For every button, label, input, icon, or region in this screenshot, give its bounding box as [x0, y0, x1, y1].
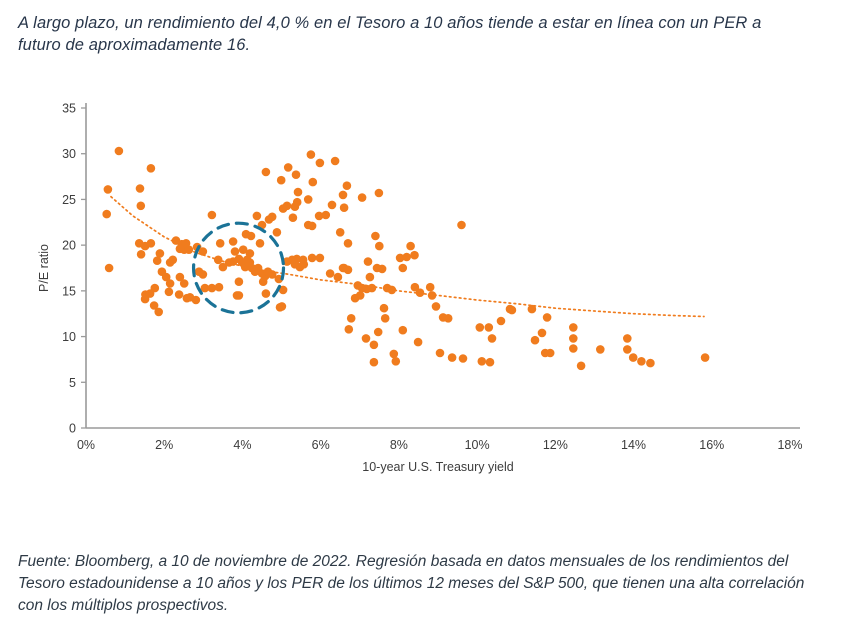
svg-text:14%: 14% [621, 438, 646, 452]
x-axis-tick-labels: 0% 2% 4% 6% 8% 10% 12% 14% 16% 18% [77, 438, 803, 452]
scatter-chart: 0% 2% 4% 6% 8% 10% 12% 14% 16% 18% 0 5 10 15 20 25 30 35… [0, 95, 841, 485]
svg-text:4%: 4% [233, 438, 251, 452]
svg-text:20: 20 [62, 239, 76, 253]
axes [81, 103, 800, 429]
y-axis-tick-labels: 0 5 10 15 20 25 30 35 [62, 102, 76, 436]
x-axis-label: 10-year U.S. Treasury yield [362, 460, 513, 474]
svg-text:2%: 2% [155, 438, 173, 452]
svg-text:12%: 12% [543, 438, 568, 452]
y-axis-label: P/E ratio [37, 244, 51, 292]
svg-text:10%: 10% [465, 438, 490, 452]
chart-canvas: 0% 2% 4% 6% 8% 10% 12% 14% 16% 18% 0 5 10 15 20 25 30 35… [37, 102, 803, 475]
svg-text:18%: 18% [777, 438, 802, 452]
scatter-points [102, 146, 710, 371]
source-footnote: Fuente: Bloomberg, a 10 de noviembre de … [18, 553, 805, 614]
svg-text:30: 30 [62, 147, 76, 161]
svg-text:10: 10 [62, 330, 76, 344]
svg-text:15: 15 [62, 284, 76, 298]
annotation-circle [191, 221, 286, 315]
svg-text:5: 5 [69, 376, 76, 390]
svg-text:16%: 16% [699, 438, 724, 452]
svg-text:0%: 0% [77, 438, 95, 452]
svg-text:0: 0 [69, 422, 76, 436]
svg-text:25: 25 [62, 193, 76, 207]
svg-text:6%: 6% [312, 438, 330, 452]
chart-headline: A largo plazo, un rendimiento del 4,0 % … [18, 14, 762, 55]
svg-text:8%: 8% [390, 438, 408, 452]
svg-text:35: 35 [62, 102, 76, 116]
